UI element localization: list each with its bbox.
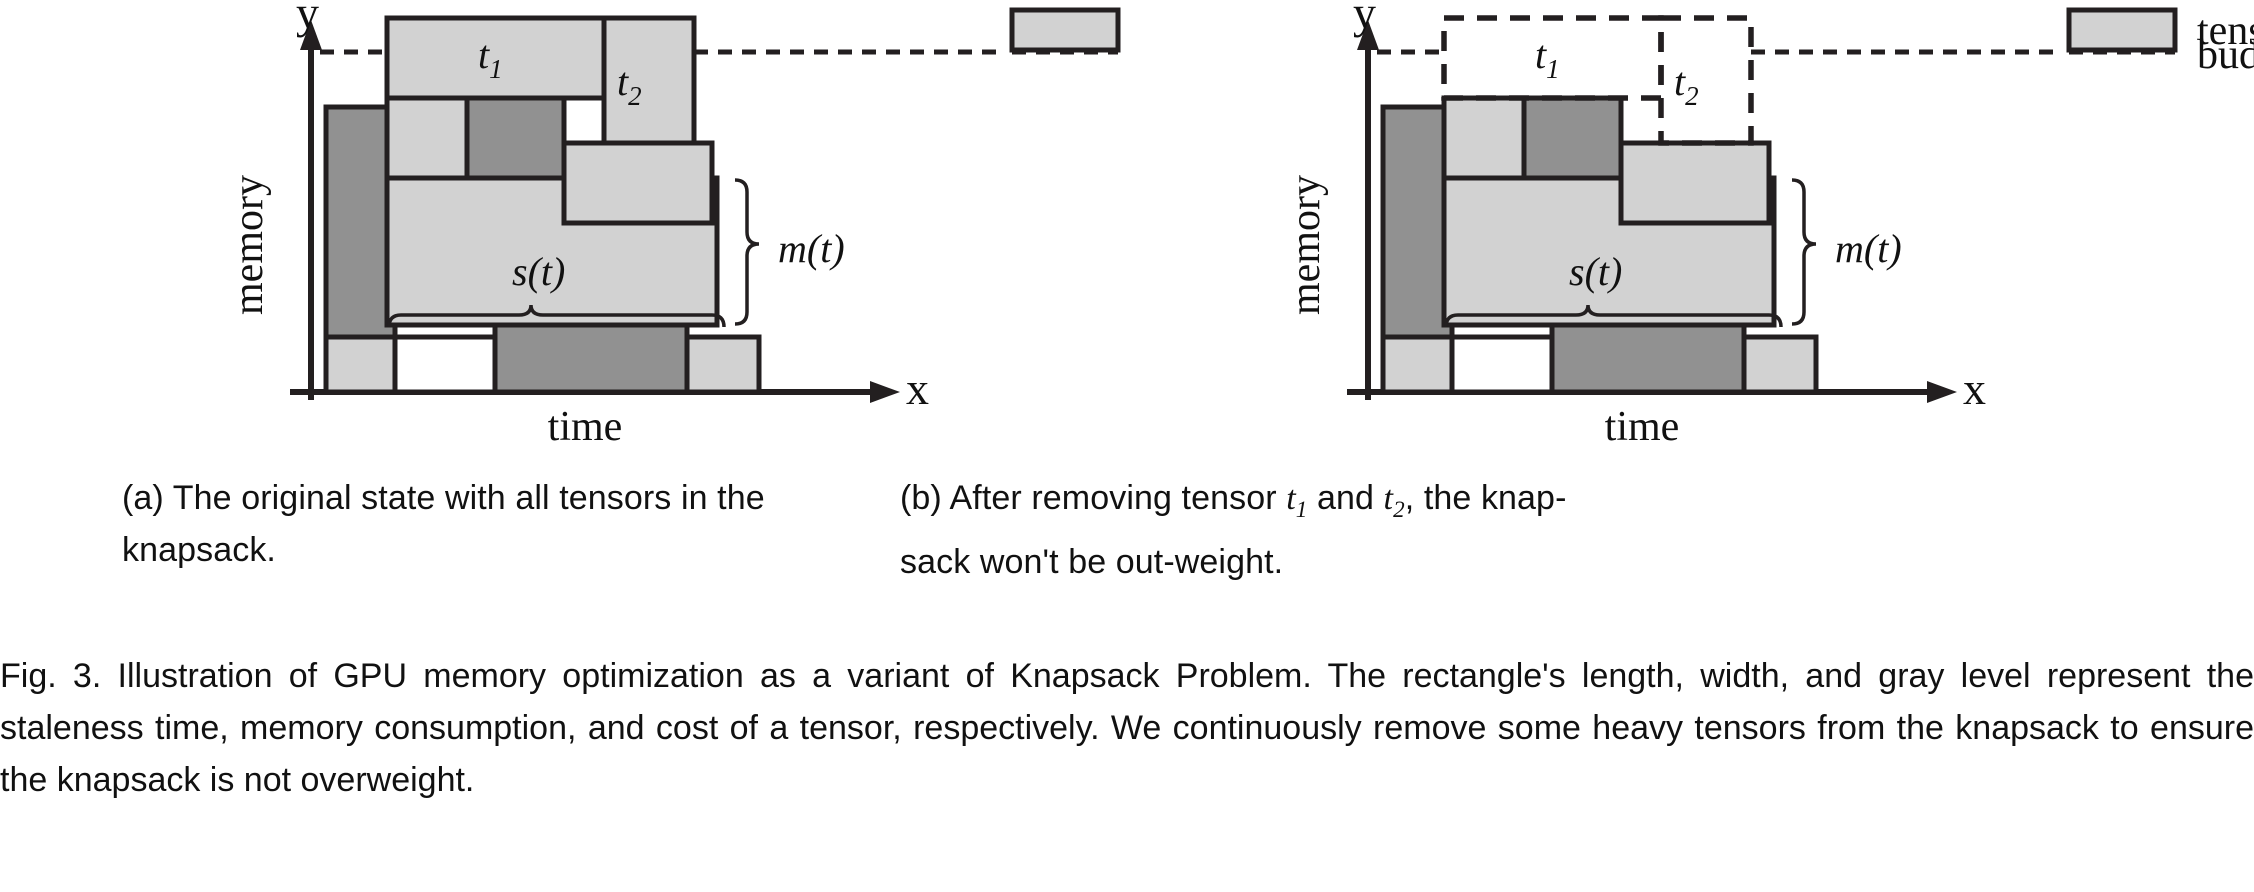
axis-text-group: y x memory time <box>226 0 929 450</box>
x-axis-label: x <box>906 363 929 414</box>
x-axis-title: time <box>1605 404 1680 450</box>
legend-tensor-swatch <box>1009 7 1121 53</box>
legend-group: tensor budget <box>2066 7 2254 78</box>
subcaption-b-t1: t1 <box>1286 480 1308 523</box>
label-t2: t2 <box>1674 59 1699 111</box>
y-axis-title: memory <box>1283 175 1329 315</box>
figure-caption-text: Fig. 3. Illustration of GPU memory optim… <box>0 657 2254 799</box>
axis-text-group: y x memory time <box>1283 0 1986 450</box>
label-m-of-t: m(t) <box>778 226 845 271</box>
rect-mid-right-light[interactable] <box>1618 140 1772 226</box>
tensor-rectangles-group <box>323 15 762 395</box>
subcaption-b: (b) After removing tensor t1 and t2, the… <box>900 472 1660 588</box>
label-t2: t2 <box>617 59 642 111</box>
subcaption-b-post: , the knap- <box>1404 479 1567 517</box>
annotation-labels-group: t1 t2 s(t) m(t) <box>1535 32 1902 294</box>
legend-budget-label: budget <box>2197 32 2254 78</box>
rect-mid-light[interactable] <box>384 95 470 181</box>
subcaption-b-line2: sack won't be out-weight. <box>900 542 1284 581</box>
y-axis-arrowhead <box>1357 20 1379 50</box>
subcaption-a-line1: (a) The original state with all tensors … <box>122 479 765 517</box>
y-axis-label: y <box>296 0 319 38</box>
subcaption-b-mid: and <box>1307 479 1384 517</box>
subcaption-a: (a) The original state with all tensors … <box>122 472 822 576</box>
s-of-t-brace <box>1444 304 1783 328</box>
label-s-of-t: s(t) <box>512 249 565 294</box>
x-axis-arrowhead <box>1927 381 1957 403</box>
legend-tensor-label: tensor <box>2197 8 2254 54</box>
y-axis-title: memory <box>226 175 272 315</box>
figure-caption: Fig. 3. Illustration of GPU memory optim… <box>0 650 2254 806</box>
annotation-labels-group: t1 t2 s(t) m(t) <box>478 32 845 294</box>
rect-mid-white-gap <box>561 95 607 146</box>
rect-base-dark-left[interactable] <box>323 104 398 340</box>
m-of-t-brace <box>1791 178 1817 326</box>
rect-bottom-dark-mid[interactable] <box>492 322 690 395</box>
legend-tensor-swatch <box>2066 7 2178 53</box>
label-s-of-t: s(t) <box>1569 249 1622 294</box>
rect-mid-dark[interactable] <box>1521 95 1624 181</box>
panel-b: .bsld { stroke:#231f20; stroke-width:5; … <box>1127 0 2254 470</box>
rect-t2-removed[interactable] <box>1658 15 1754 146</box>
subcaption-b-pre: (b) After removing tensor <box>900 479 1287 517</box>
label-m-of-t: m(t) <box>1835 226 1902 271</box>
y-axis-label: y <box>1353 0 1376 38</box>
rect-t1-removed[interactable] <box>1441 15 1664 101</box>
subcaption-b-line1: (b) After removing tensor t1 and t2, the… <box>900 472 1660 536</box>
rect-t1[interactable] <box>384 15 607 101</box>
rect-mid-dark[interactable] <box>464 95 567 181</box>
rect-bottom-white-gap <box>392 334 498 395</box>
legend-group: tensor budget <box>1009 7 1121 55</box>
x-axis-label: x <box>1963 363 1986 414</box>
rect-bottom-dark-mid[interactable] <box>1549 322 1747 395</box>
rect-mid-light[interactable] <box>1441 95 1527 181</box>
s-of-t-brace <box>387 304 726 328</box>
rect-bottom-light-right[interactable] <box>1741 334 1819 395</box>
m-of-t-brace <box>734 178 760 326</box>
subcaption-a-line2: knapsack. <box>122 531 276 569</box>
removed-tensors-group <box>1441 15 1754 146</box>
subcaption-b-t2: t2 <box>1383 480 1405 523</box>
panel-a: .sld { stroke:#231f20; stroke-width:5; }… <box>0 0 1127 470</box>
rect-t2[interactable] <box>601 15 697 146</box>
tensor-rectangles-group <box>1380 95 1819 395</box>
label-t1: t1 <box>478 32 503 84</box>
rect-bottom-light-right[interactable] <box>684 334 762 395</box>
rect-bottom-white-gap <box>1449 334 1555 395</box>
x-axis-arrowhead <box>870 381 900 403</box>
label-t1: t1 <box>1535 32 1560 84</box>
x-axis-title: time <box>548 404 623 450</box>
y-axis-arrowhead <box>300 20 322 50</box>
rect-mid-right-light[interactable] <box>561 140 715 226</box>
figure-panels: .sld { stroke:#231f20; stroke-width:5; }… <box>0 0 2254 470</box>
